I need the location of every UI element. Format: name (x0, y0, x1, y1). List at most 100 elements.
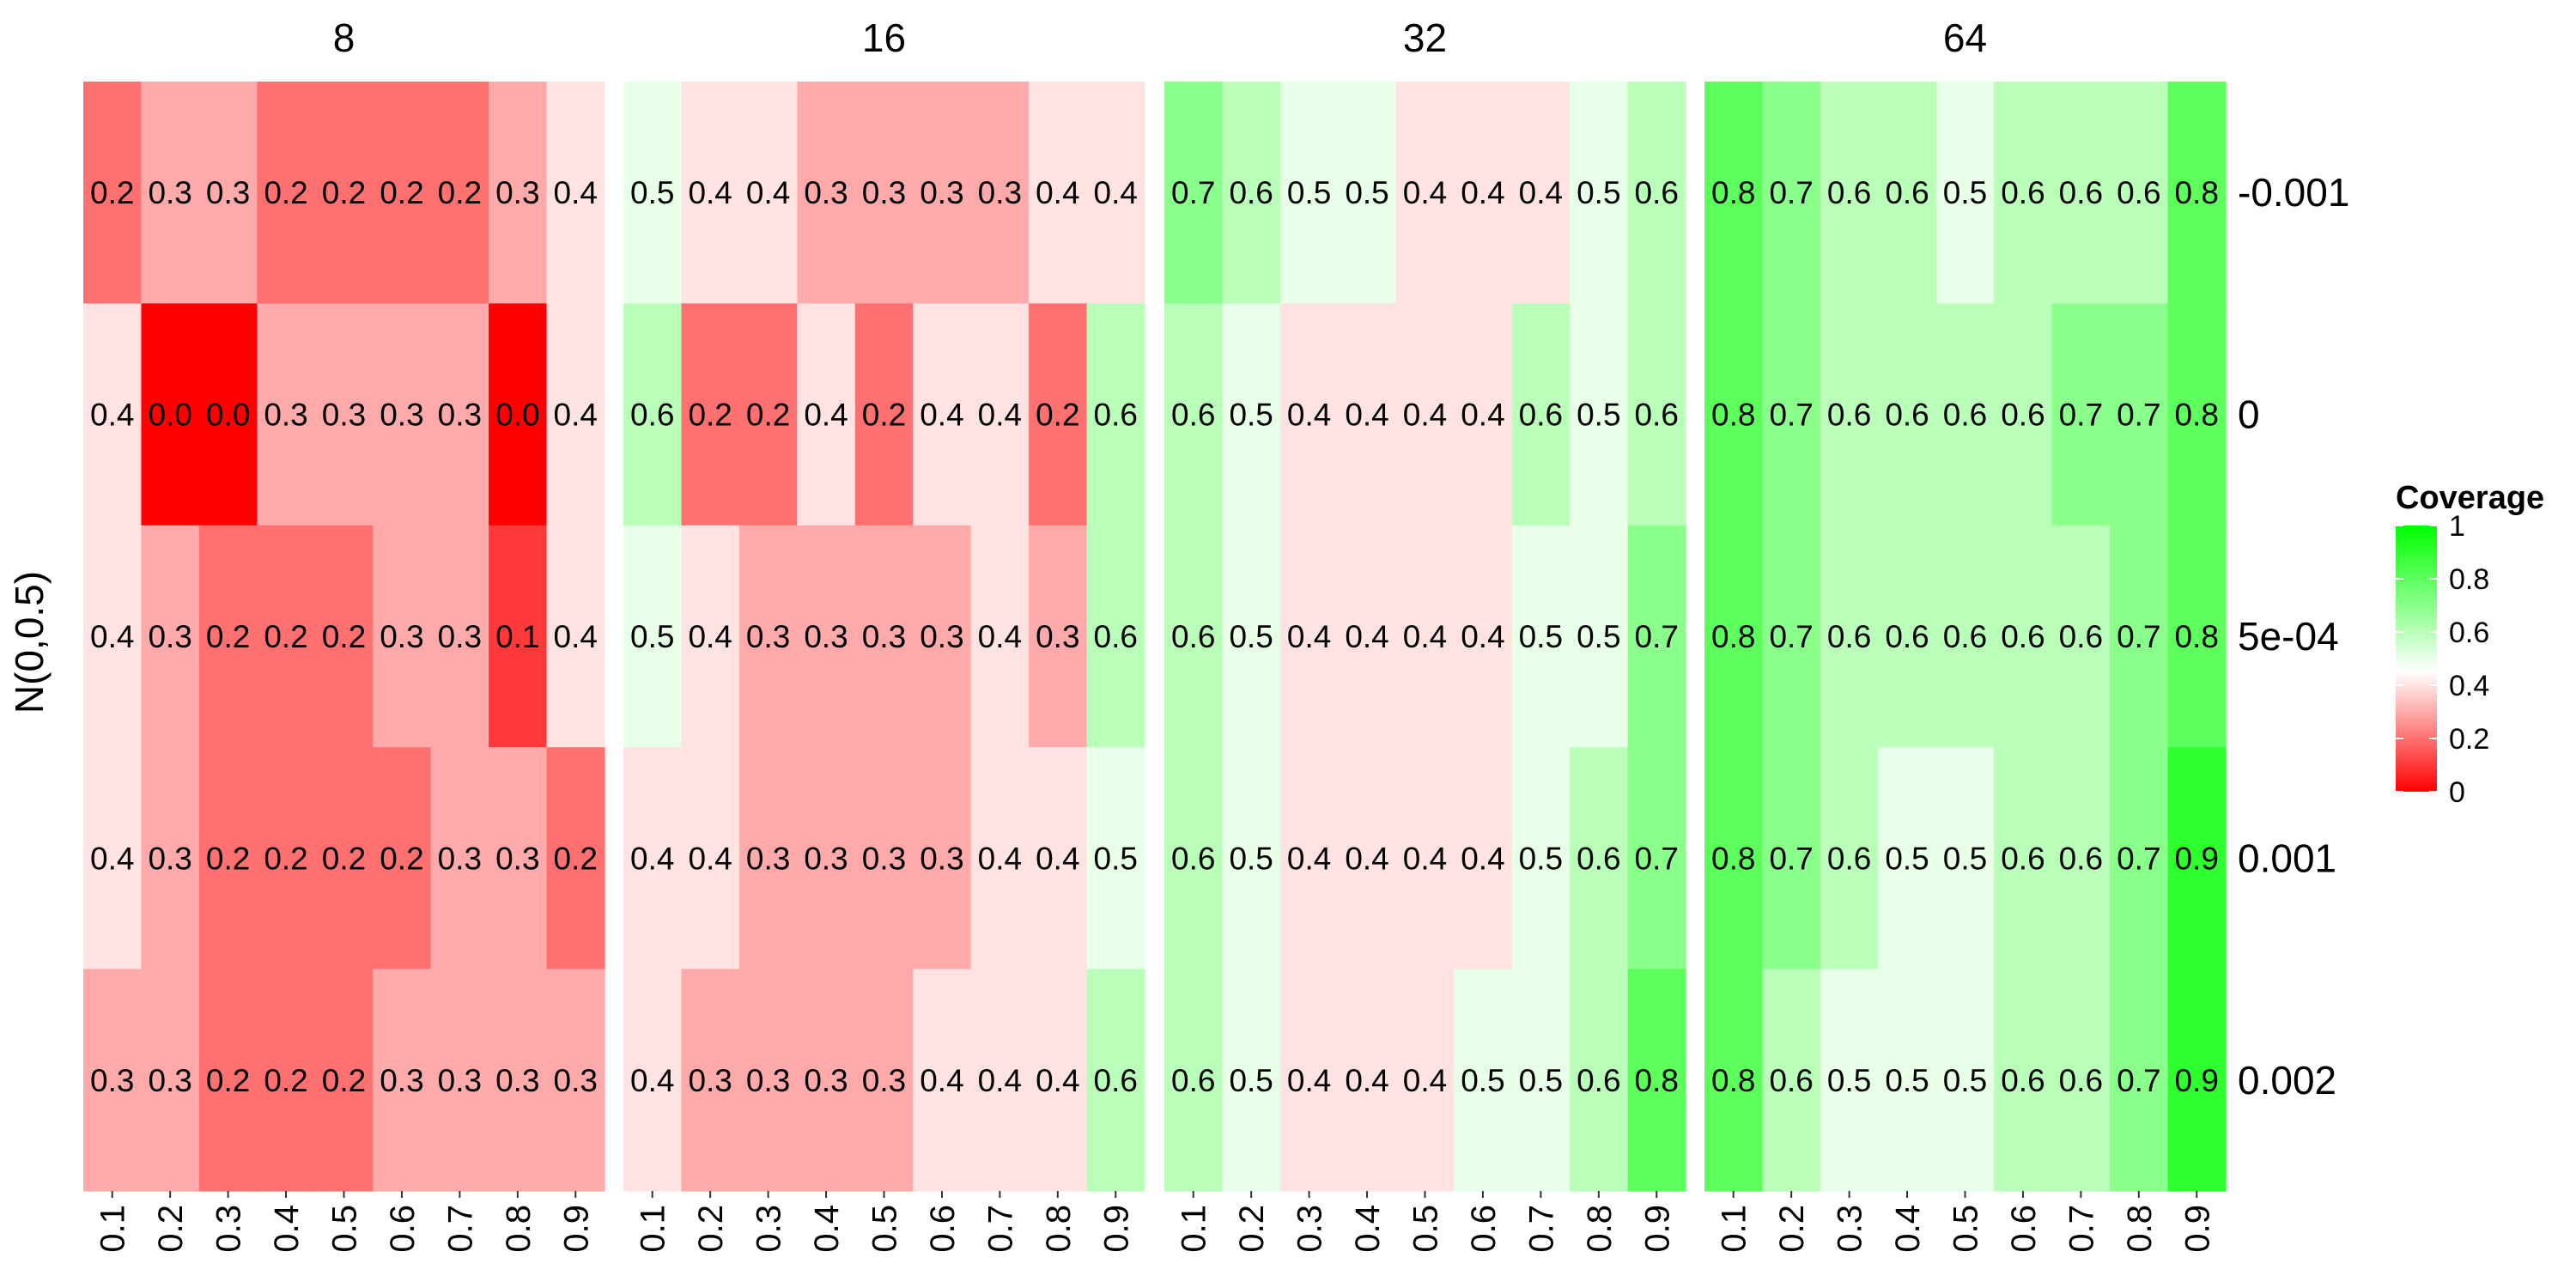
cell-value-label: 0.5 (1943, 1063, 1987, 1098)
cell-value-label: 0.4 (804, 398, 848, 433)
heatmap-cell (198, 525, 258, 748)
x-tick-label: 0.4 (808, 1205, 846, 1253)
cell-value-label: 0.6 (1827, 619, 1871, 654)
cell-value-label: 0.4 (1461, 175, 1504, 210)
legend-tick-label: 0.8 (2449, 563, 2489, 596)
cell-value-label: 0.5 (1885, 841, 1929, 876)
heatmap-cell (738, 525, 798, 748)
heatmap-cell (1704, 969, 1764, 1192)
heatmap-cell (1878, 969, 1937, 1192)
heatmap-cell (1994, 525, 2053, 748)
x-tick-label: 0.7 (2063, 1205, 2100, 1253)
panels-layer: 8 0.2 0.3 0.3 0.2 0.2 0.2 0.2 0.3 0.4 0.4 0.0 0.0 0.3… (83, 15, 2349, 1253)
heatmap-cell (970, 82, 1030, 304)
x-tick-label: 0.8 (500, 1205, 538, 1253)
cell-value-label: 0.3 (264, 398, 307, 433)
cell-value-label: 0.3 (495, 1063, 539, 1098)
legend-title: Coverage (2396, 480, 2544, 516)
cell-value-label: 0.5 (1827, 1063, 1871, 1098)
heatmap-cell (1395, 303, 1455, 526)
cell-value-label: 0.3 (746, 841, 790, 876)
heatmap-cell (1762, 303, 1821, 526)
cell-value-label: 0.4 (1287, 398, 1331, 433)
cell-value-label: 0.6 (2117, 175, 2160, 210)
heatmap-cell (738, 747, 798, 970)
cell-value-label: 0.4 (1036, 1063, 1079, 1098)
heatmap-cell (1704, 82, 1764, 304)
heatmap-cell (1454, 82, 1513, 304)
heatmap-cell (1820, 82, 1879, 304)
cell-value-label: 0.4 (978, 1063, 1022, 1098)
cell-value-label: 0.2 (862, 398, 906, 433)
x-tick-label: 0.7 (1522, 1205, 1560, 1253)
x-tick-label: 0.3 (210, 1205, 248, 1253)
cell-value-label: 0.4 (90, 398, 134, 433)
cell-value-label: 0.5 (1577, 619, 1620, 654)
heatmap-cell (1511, 969, 1571, 1192)
cell-value-label: 0.3 (862, 175, 906, 210)
cell-value-label: 0.6 (1827, 841, 1871, 876)
heatmap-cell (1627, 525, 1686, 748)
x-tick-label: 0.4 (1889, 1205, 1927, 1253)
cell-value-label: 0.6 (1943, 619, 1987, 654)
cell-value-label: 0.3 (1036, 619, 1079, 654)
heatmap-cell (1570, 969, 1629, 1192)
x-tick-label: 0.9 (557, 1205, 595, 1253)
cell-value-label: 0.8 (1711, 398, 1755, 433)
cell-value-label: 0.6 (1171, 841, 1215, 876)
heatmap-cell (198, 969, 258, 1192)
cell-value-label: 0.5 (1577, 398, 1620, 433)
cell-value-label: 0.6 (1885, 398, 1929, 433)
cell-value-label: 0.8 (2175, 175, 2219, 210)
cell-value-label: 0.6 (2001, 175, 2044, 210)
heatmap-cell (257, 82, 316, 304)
heatmap-cell (970, 969, 1030, 1192)
cell-value-label: 0.3 (322, 398, 366, 433)
x-tick-label: 0.1 (1716, 1205, 1753, 1253)
cell-value-label: 0.3 (148, 1063, 191, 1098)
cell-value-label: 0.2 (322, 175, 366, 210)
heatmap-cell (970, 525, 1030, 748)
cell-value-label: 0.4 (554, 619, 598, 654)
heatmap-cell (913, 969, 972, 1192)
heatmap-cell (546, 303, 605, 526)
cell-value-label: 0.4 (978, 841, 1022, 876)
cell-value-label: 0.4 (688, 841, 732, 876)
cell-value-label: 0.4 (1287, 1063, 1331, 1098)
cell-value-label: 0.6 (1885, 619, 1929, 654)
cell-value-label: 0.6 (1094, 1063, 1138, 1098)
heatmap-cell (2167, 82, 2227, 304)
heatmap-cell (1994, 969, 2053, 1192)
x-tick-label: 0.9 (1638, 1205, 1676, 1253)
panel-8: 8 0.2 0.3 0.3 0.2 0.2 0.2 0.2 0.3 0.4 0.4 0.0 0.0 0.3… (83, 15, 605, 1253)
heatmap-cell (83, 525, 143, 748)
cell-value-label: 0.3 (804, 619, 848, 654)
cell-value-label: 0.8 (1711, 1063, 1755, 1098)
cell-value-label: 0.5 (1229, 398, 1273, 433)
heatmap-cell (1762, 969, 1821, 1192)
heatmap-cell (1279, 525, 1339, 748)
heatmap-cell (1511, 747, 1571, 970)
heatmap-cell (1395, 525, 1455, 748)
row-label: -0.001 (2238, 170, 2349, 215)
cell-value-label: 0.7 (2059, 398, 2103, 433)
cell-value-label: 0.6 (2059, 619, 2103, 654)
row-label: 0 (2238, 392, 2260, 437)
heatmap-cell (2051, 82, 2111, 304)
panel-title-8: 8 (333, 15, 355, 60)
row-label: 0.001 (2238, 835, 2336, 880)
cell-value-label: 0.4 (1519, 175, 1563, 210)
cell-value-label: 0.6 (2059, 175, 2103, 210)
cell-value-label: 0.6 (1769, 1063, 1813, 1098)
cell-value-label: 0.3 (804, 175, 848, 210)
cell-value-label: 0.7 (2117, 841, 2160, 876)
heatmap-cell (681, 747, 740, 970)
heatmap-cell (1627, 747, 1686, 970)
heatmap-cell (430, 525, 489, 748)
cell-value-label: 0.3 (148, 619, 191, 654)
heatmap-cell (1570, 525, 1629, 748)
x-tick-label: 0.5 (866, 1205, 904, 1253)
cell-value-label: 0.7 (1769, 619, 1813, 654)
heatmap-cell (1338, 303, 1397, 526)
x-tick-label: 0.6 (2005, 1205, 2043, 1253)
